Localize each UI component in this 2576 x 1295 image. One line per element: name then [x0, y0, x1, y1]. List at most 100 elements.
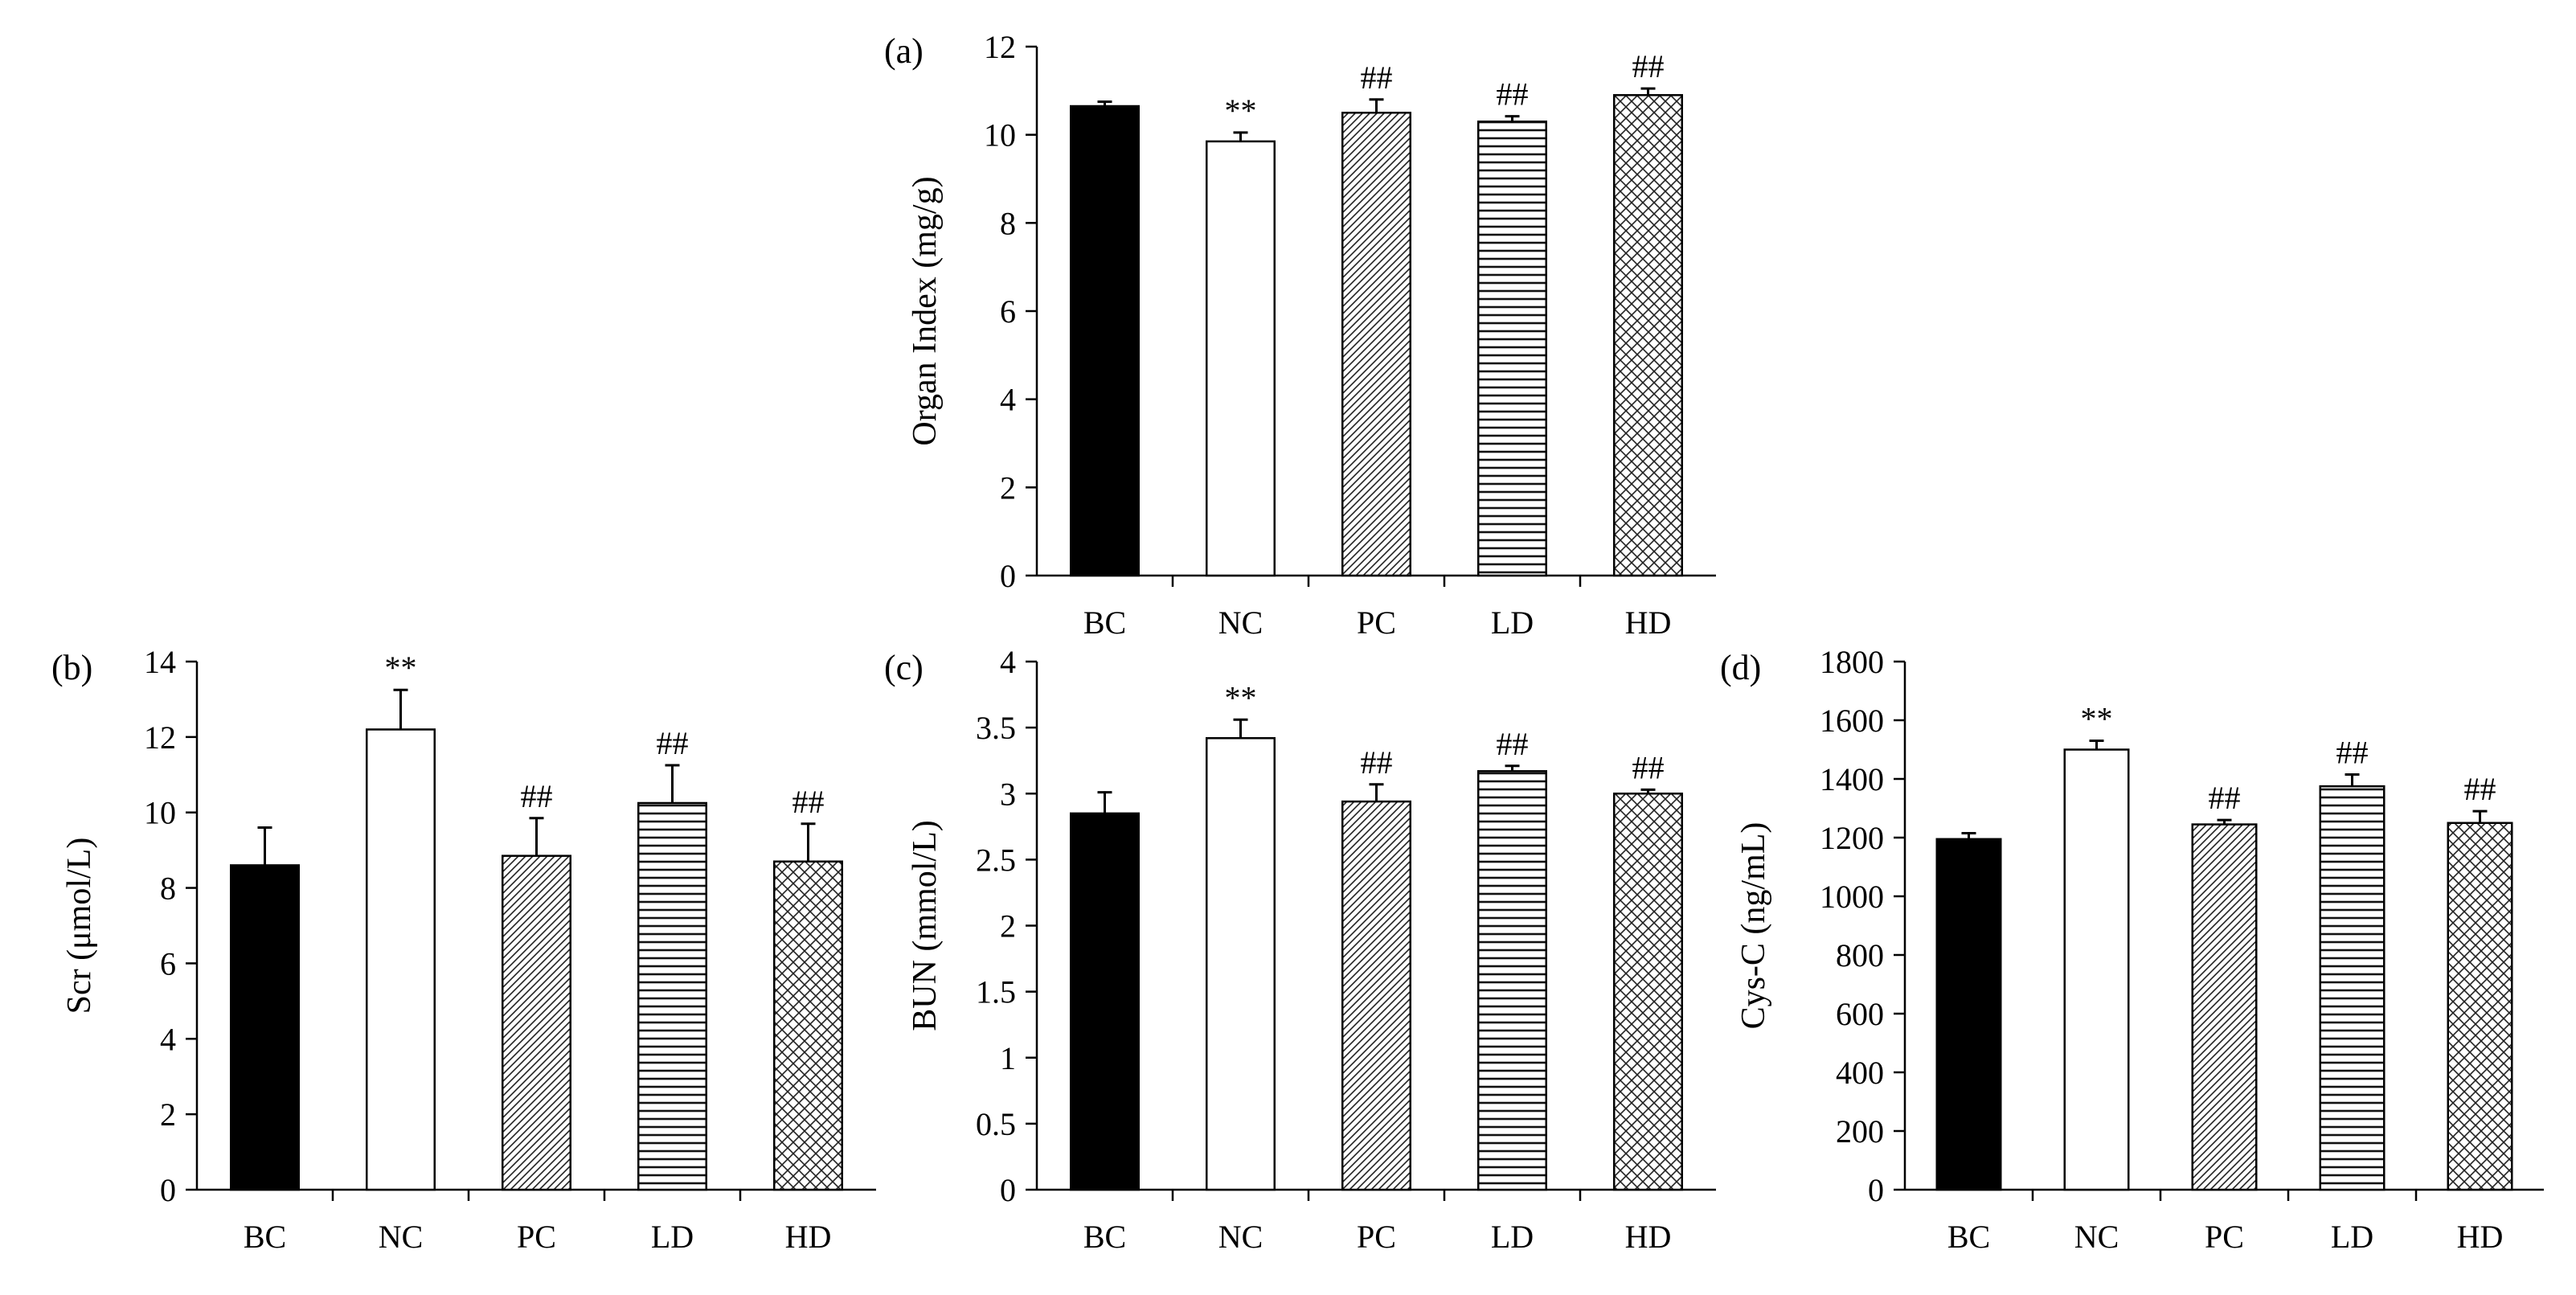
- significance-marker: ##: [657, 725, 689, 761]
- x-tick-label: HD: [785, 1219, 832, 1255]
- y-tick-label: 2: [160, 1096, 176, 1133]
- bar-bc: [1070, 812, 1140, 1191]
- y-tick-label: 0: [1868, 1172, 1884, 1208]
- y-tick-label: 0: [1000, 1172, 1016, 1208]
- bar-nc: [366, 728, 436, 1191]
- x-tick-label: HD: [1625, 604, 1672, 641]
- y-tick-label: 800: [1836, 937, 1884, 973]
- x-tick-label: PC: [1357, 1219, 1396, 1255]
- bar-ld: [1477, 120, 1547, 577]
- significance-marker: **: [1225, 679, 1257, 715]
- significance-marker: **: [2081, 701, 2113, 737]
- y-tick-label: 2.5: [976, 842, 1016, 878]
- y-tick-label: 8: [1000, 205, 1016, 241]
- y-tick-label: 4: [1000, 382, 1016, 418]
- y-tick-label: 2: [1000, 908, 1016, 945]
- y-tick-label: 12: [984, 29, 1016, 65]
- bar-hd: [1613, 94, 1683, 577]
- y-tick-label: 0: [1000, 558, 1016, 594]
- y-tick-label: 8: [160, 871, 176, 907]
- bar-hd: [1613, 793, 1683, 1191]
- y-axis-title: BUN (mmol/L): [907, 820, 944, 1031]
- significance-marker: ##: [1497, 76, 1529, 113]
- chart-bun: 0 0.5 1 1.5 2 2.5 3 3.5 4 BC ** NC ## PC ## LD ## HD BUN (…: [884, 644, 1716, 1255]
- bar-nc: [1206, 140, 1276, 577]
- y-tick-label: 12: [144, 719, 176, 756]
- x-tick-label: PC: [517, 1219, 556, 1255]
- significance-marker: **: [385, 650, 417, 686]
- x-tick-label: BC: [1947, 1219, 1990, 1255]
- bar-pc: [2191, 823, 2258, 1191]
- y-tick-label: 0: [160, 1172, 176, 1208]
- significance-marker: ##: [2209, 780, 2241, 816]
- panel-label: (a): [884, 31, 924, 71]
- bar-bc: [1070, 105, 1140, 577]
- significance-marker: ##: [1361, 59, 1393, 96]
- y-tick-label: 4: [160, 1021, 176, 1057]
- y-tick-label: 600: [1836, 996, 1884, 1032]
- x-tick-label: LD: [1491, 1219, 1534, 1255]
- panel-label: (c): [884, 648, 924, 687]
- bar-pc: [1341, 112, 1411, 577]
- significance-marker: ##: [1497, 726, 1529, 762]
- y-tick-label: 400: [1836, 1055, 1884, 1091]
- y-tick-label: 6: [160, 945, 176, 981]
- panel-label: (b): [51, 648, 92, 687]
- y-tick-label: 200: [1836, 1113, 1884, 1150]
- y-tick-label: 3.5: [976, 710, 1016, 746]
- y-tick-label: 4: [1000, 644, 1016, 680]
- y-tick-label: 1400: [1820, 761, 1884, 797]
- bar-ld: [1477, 770, 1547, 1191]
- significance-marker: **: [1225, 92, 1257, 129]
- significance-marker: ##: [1632, 48, 1665, 84]
- bar-pc: [502, 854, 571, 1191]
- y-tick-label: 2: [1000, 469, 1016, 506]
- y-tick-label: 14: [144, 644, 176, 680]
- panel-label: (d): [1720, 648, 1761, 687]
- y-tick-label: 3: [1000, 776, 1016, 812]
- significance-marker: ##: [1361, 744, 1393, 781]
- y-tick-label: 0.5: [976, 1106, 1016, 1142]
- x-tick-label: NC: [1218, 1219, 1263, 1255]
- x-tick-label: LD: [651, 1219, 694, 1255]
- x-tick-label: LD: [2331, 1219, 2373, 1255]
- significance-marker: ##: [2336, 735, 2369, 771]
- y-tick-label: 1000: [1820, 879, 1884, 915]
- y-tick-label: 1: [1000, 1040, 1016, 1076]
- y-tick-label: 1200: [1820, 820, 1884, 856]
- y-tick-label: 10: [984, 117, 1016, 154]
- chart-cys-c: 0 200 400 600 800 1000 1200 1400 1600 1800 BC ** NC #…: [1720, 644, 2544, 1255]
- bar-bc: [230, 864, 300, 1191]
- x-tick-label: BC: [1083, 1219, 1126, 1255]
- significance-marker: ##: [792, 784, 825, 820]
- significance-marker: ##: [2464, 771, 2496, 807]
- x-tick-label: HD: [2457, 1219, 2504, 1255]
- x-tick-label: NC: [2074, 1219, 2119, 1255]
- x-tick-label: HD: [1625, 1219, 1672, 1255]
- y-axis-title: Scr (μmol/L): [61, 838, 98, 1014]
- y-tick-label: 6: [1000, 293, 1016, 330]
- x-tick-label: PC: [2205, 1219, 2244, 1255]
- significance-marker: ##: [1632, 749, 1665, 785]
- y-tick-label: 1.5: [976, 974, 1016, 1010]
- chart-scr: 0 2 4 6 8 10 12 14 BC ** NC ## PC ## LD ## HD Scr (μmol/L…: [51, 644, 876, 1255]
- y-tick-label: 1800: [1820, 644, 1884, 680]
- x-tick-label: NC: [1218, 604, 1263, 641]
- y-tick-label: 1600: [1820, 703, 1884, 739]
- bar-ld: [2319, 785, 2386, 1191]
- significance-marker: ##: [521, 778, 553, 814]
- x-tick-label: NC: [379, 1219, 424, 1255]
- bar-nc: [1206, 737, 1276, 1191]
- bar-hd: [2447, 822, 2513, 1191]
- bar-pc: [1341, 800, 1411, 1191]
- x-tick-label: BC: [1083, 604, 1126, 641]
- x-tick-label: PC: [1357, 604, 1396, 641]
- y-axis-title: Cys-C (ng/mL): [1735, 822, 1772, 1030]
- bar-hd: [773, 860, 843, 1191]
- y-tick-label: 10: [144, 795, 176, 831]
- x-tick-label: BC: [244, 1219, 286, 1255]
- bar-ld: [637, 801, 707, 1191]
- chart-organ-index: 0 2 4 6 8 10 12 BC ** NC ## PC ## LD ## HD Organ Index (…: [884, 29, 1716, 641]
- y-axis-title: Organ Index (mg/g): [907, 176, 944, 445]
